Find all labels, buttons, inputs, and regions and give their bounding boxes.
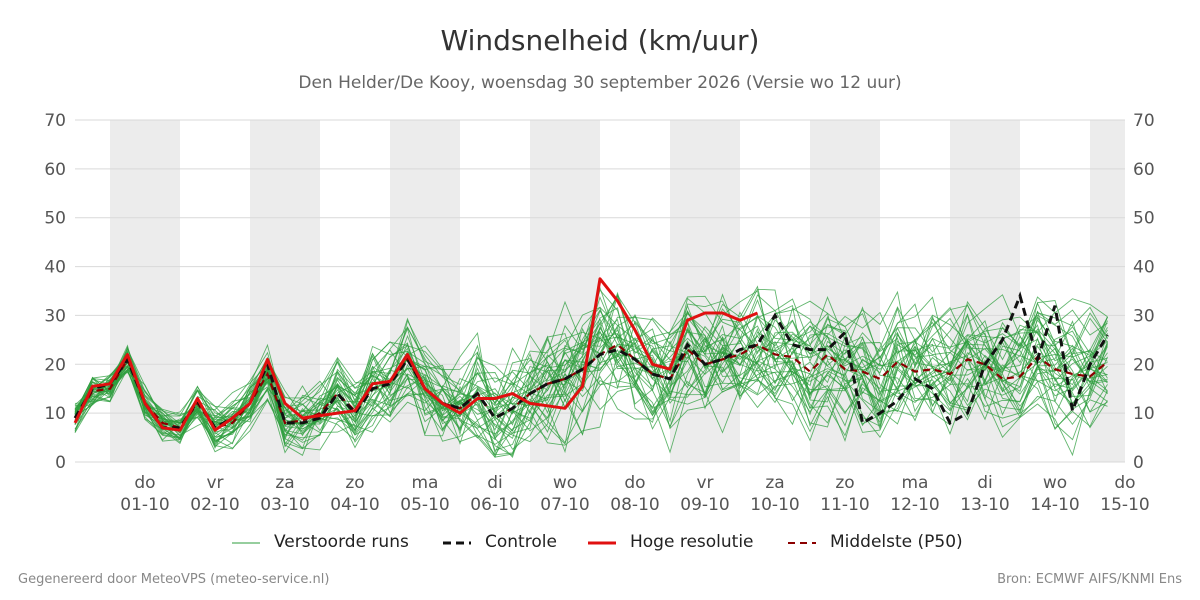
- ensemble-member-line: [74, 302, 1108, 441]
- y-tick-label-left: 30: [44, 306, 66, 326]
- legend-label-high-res: Hoge resolutie: [630, 532, 754, 552]
- ensemble-member-line: [74, 289, 1108, 439]
- x-tick-day-label: wo: [1043, 473, 1067, 493]
- y-tick-label-left: 10: [44, 404, 66, 424]
- x-tick-day-label: do: [134, 473, 155, 493]
- x-tick-day-label: za: [275, 473, 294, 493]
- x-tick-day-label: di: [487, 473, 503, 493]
- footer-source: Bron: ECMWF AIFS/KNMI Ens: [997, 572, 1182, 587]
- y-tick-label-left: 50: [44, 209, 66, 229]
- shaded-day-band: [1090, 120, 1125, 462]
- legend-swatch-ensemble: [232, 535, 262, 549]
- x-tick-date-label: 09-10: [680, 495, 729, 515]
- y-tick-label-left: 60: [44, 160, 66, 180]
- legend-item-ensemble[interactable]: Verstoorde runs: [232, 531, 409, 553]
- x-tick-day-label: di: [977, 473, 993, 493]
- y-axis-right: 0 10 20 30 40 50 60 70: [1133, 111, 1155, 473]
- legend-label-ensemble: Verstoorde runs: [274, 532, 409, 552]
- y-tick-label-left: 20: [44, 355, 66, 375]
- x-tick-date-label: 13-10: [960, 495, 1009, 515]
- shaded-day-band: [950, 120, 1020, 462]
- y-tick-label-left: 0: [55, 453, 66, 473]
- y-tick-label-right: 70: [1133, 111, 1155, 131]
- ensemble-member-line: [74, 313, 1108, 440]
- x-tick-date-label: 03-10: [260, 495, 309, 515]
- ensemble-member-line: [74, 285, 1108, 458]
- x-tick-date-label: 04-10: [330, 495, 379, 515]
- ensemble-member-line: [74, 294, 1108, 445]
- ensemble-member-line: [74, 286, 1108, 430]
- y-tick-label-right: 30: [1133, 306, 1155, 326]
- y-tick-label-left: 70: [44, 111, 66, 131]
- shaded-day-band: [810, 120, 880, 462]
- ensemble-member-line: [74, 315, 1108, 455]
- x-tick-date-label: 05-10: [400, 495, 449, 515]
- chart-title: Windsnelheid (km/uur): [440, 24, 760, 57]
- legend-item-control[interactable]: Controle: [443, 531, 557, 553]
- y-tick-label-right: 40: [1133, 258, 1155, 278]
- ensemble-member-line: [74, 295, 1108, 449]
- x-tick-day-label: do: [624, 473, 645, 493]
- x-tick-date-label: 07-10: [540, 495, 589, 515]
- x-tick-day-label: za: [765, 473, 784, 493]
- x-tick-day-label: ma: [902, 473, 929, 493]
- x-tick-date-label: 06-10: [470, 495, 519, 515]
- y-tick-label-left: 40: [44, 258, 66, 278]
- y-tick-label-right: 60: [1133, 160, 1155, 180]
- legend: Verstoorde runs Controle Hoge resolutie …: [0, 531, 1200, 553]
- x-tick-date-label: 11-10: [820, 495, 869, 515]
- x-tick-date-label: 01-10: [120, 495, 169, 515]
- x-tick-date-label: 10-10: [750, 495, 799, 515]
- ensemble-member-line: [74, 291, 1108, 441]
- legend-swatch-control: [443, 535, 473, 549]
- x-tick-date-label: 15-10: [1100, 495, 1149, 515]
- chart-subtitle: Den Helder/De Kooy, woensdag 30 septembe…: [298, 73, 902, 93]
- y-tick-label-right: 0: [1133, 453, 1144, 473]
- y-tick-label-right: 50: [1133, 209, 1155, 229]
- x-tick-date-label: 12-10: [890, 495, 939, 515]
- x-tick-day-label: zo: [345, 473, 364, 493]
- legend-label-control: Controle: [485, 532, 557, 552]
- y-axis-left: 0 10 20 30 40 50 60 70: [44, 111, 66, 473]
- x-tick-day-label: zo: [835, 473, 854, 493]
- ensemble-member-line: [74, 308, 1108, 443]
- shaded-day-band: [670, 120, 740, 462]
- x-tick-day-label: vr: [206, 473, 223, 493]
- y-tick-label-right: 20: [1133, 355, 1155, 375]
- weekday-shading: [110, 120, 1125, 462]
- x-tick-day-label: vr: [696, 473, 713, 493]
- legend-item-median[interactable]: Middelste (P50): [788, 531, 963, 553]
- y-tick-label-right: 10: [1133, 404, 1155, 424]
- ensemble-member-line: [74, 293, 1108, 441]
- x-tick-date-label: 14-10: [1030, 495, 1079, 515]
- x-tick-day-label: ma: [412, 473, 439, 493]
- high-res-line: [73, 277, 759, 432]
- footer-generator: Gegenereerd door MeteoVPS (meteo-service…: [18, 572, 330, 587]
- legend-label-median: Middelste (P50): [830, 532, 963, 552]
- x-axis: do01-10vr02-10za03-10zo04-10ma05-10di06-…: [120, 473, 1149, 515]
- x-tick-date-label: 08-10: [610, 495, 659, 515]
- x-tick-date-label: 02-10: [190, 495, 239, 515]
- x-tick-day-label: do: [1114, 473, 1135, 493]
- x-tick-day-label: wo: [553, 473, 577, 493]
- legend-item-high-res[interactable]: Hoge resolutie: [588, 531, 754, 553]
- legend-swatch-high-res: [588, 535, 618, 549]
- legend-swatch-median: [788, 535, 818, 549]
- high-res-series: [73, 277, 759, 432]
